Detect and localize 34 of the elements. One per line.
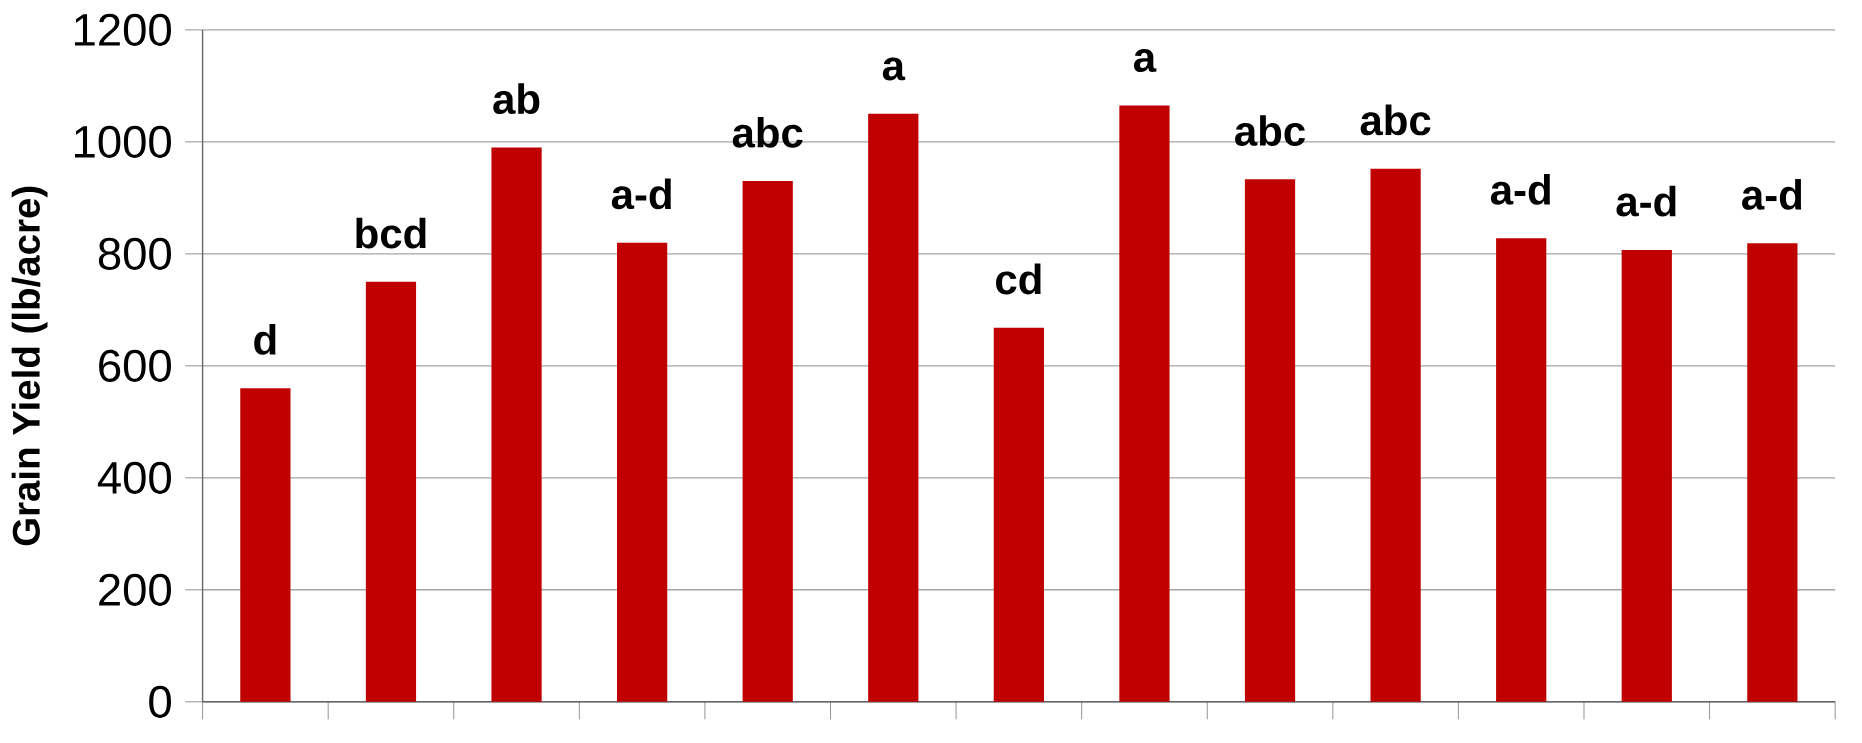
annotation: a-d bbox=[1490, 173, 1550, 205]
y-tick-label: 600 bbox=[99, 349, 171, 382]
bar bbox=[868, 113, 919, 702]
bar bbox=[1496, 238, 1547, 702]
bar bbox=[1244, 179, 1296, 702]
annotation: bcd bbox=[356, 217, 426, 249]
annotation: d bbox=[254, 323, 276, 355]
bar bbox=[617, 242, 668, 702]
y-tick-label: 0 bbox=[149, 685, 171, 718]
bar bbox=[742, 180, 793, 702]
y-tick-label: 400 bbox=[97, 461, 171, 494]
annotation: a bbox=[882, 57, 906, 81]
y-tick-label: 1000 bbox=[75, 125, 171, 158]
bar bbox=[1621, 249, 1672, 702]
annotation: cd bbox=[996, 263, 1041, 295]
annotation: a bbox=[1133, 48, 1157, 72]
annotation: a-d bbox=[1742, 178, 1802, 210]
bar bbox=[1370, 168, 1421, 702]
bar bbox=[993, 327, 1044, 702]
bar bbox=[491, 147, 542, 702]
bar bbox=[1747, 243, 1798, 702]
bar bbox=[365, 281, 417, 702]
y-tick-label: 1200 bbox=[75, 13, 171, 46]
annotation: abc bbox=[1235, 115, 1305, 146]
annotation: ab bbox=[493, 83, 540, 114]
y-tick-label: 800 bbox=[98, 237, 171, 270]
bar bbox=[240, 388, 291, 702]
annotation: abc bbox=[732, 116, 803, 148]
y-tick-label: 200 bbox=[99, 573, 171, 606]
annotation: a-d bbox=[1616, 185, 1676, 217]
bar bbox=[1119, 105, 1170, 702]
annotation: a-d bbox=[611, 178, 671, 210]
y-axis-title: Grain Yield (lb/acre) bbox=[11, 186, 48, 546]
annotation: abc bbox=[1360, 104, 1431, 136]
